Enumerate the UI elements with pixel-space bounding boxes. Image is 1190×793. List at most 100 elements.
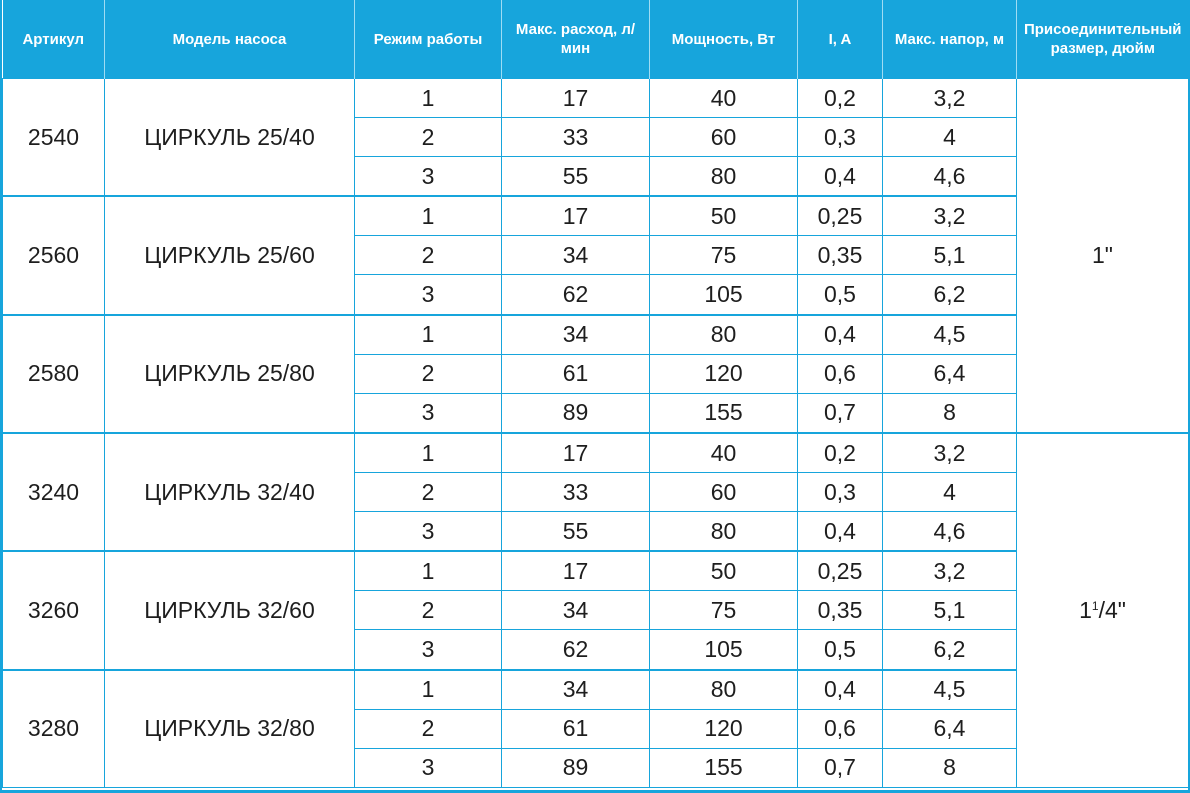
current-cell: 0,4 [797, 313, 883, 355]
mode-cell: 3 [354, 274, 502, 316]
current-cell: 0,4 [797, 668, 883, 710]
flow-cell: 34 [501, 313, 650, 355]
current-cell: 0,3 [797, 472, 883, 513]
current-cell: 0,7 [797, 392, 883, 434]
table-row: 3 55 80 0,4 4,6 [3, 156, 1189, 197]
article-cell: 2540 [2, 78, 105, 197]
model-cell: ЦИРКУЛЬ 32/40 [104, 431, 355, 552]
head-cell: 3,2 [882, 550, 1017, 592]
article-cell: 2560 [2, 195, 105, 316]
head-cell: 8 [882, 392, 1017, 434]
flow-cell: 17 [501, 195, 650, 237]
table-header-row: Артикул Модель насоса Режим работы Макс.… [2, 0, 1189, 79]
power-cell: 80 [649, 511, 798, 552]
flow-cell: 17 [501, 77, 650, 119]
connection-size-cell: 1" [1016, 77, 1189, 434]
head-cell: 3,2 [882, 77, 1017, 119]
mode-cell: 1 [354, 668, 502, 710]
flow-cell: 33 [501, 117, 650, 158]
flow-cell: 89 [501, 392, 650, 434]
head-cell: 4,5 [882, 313, 1017, 355]
table-row: 2580 ЦИРКУЛЬ 25/80 1 34 80 0,4 4,5 [2, 313, 1189, 434]
header-connection: Присоединительный размер, дюйм [1016, 0, 1189, 79]
header-head: Макс. напор, м [882, 0, 1017, 79]
flow-cell: 62 [501, 274, 650, 316]
table-row: 3 62 105 0,5 6,2 [3, 274, 1189, 316]
power-cell: 80 [649, 313, 798, 355]
current-cell: 0,7 [797, 747, 883, 789]
head-cell: 3,2 [882, 195, 1017, 237]
power-cell: 105 [649, 629, 798, 671]
mode-cell: 3 [354, 511, 502, 552]
mode-cell: 1 [354, 313, 502, 355]
model-cell: ЦИРКУЛЬ 32/60 [104, 550, 355, 671]
mode-cell: 1 [354, 77, 502, 119]
model-cell: ЦИРКУЛЬ 32/80 [104, 668, 355, 788]
mode-cell: 1 [354, 431, 502, 474]
head-cell: 5,1 [882, 590, 1017, 631]
connection-size-numerator: 1 [1091, 598, 1099, 613]
header-power: Мощность, Вт [649, 0, 798, 79]
table-row: 2 33 60 0,3 4 [3, 117, 1189, 158]
table-row: 2 33 60 0,3 4 [3, 472, 1189, 513]
head-cell: 5,1 [882, 235, 1017, 276]
mode-cell: 3 [354, 156, 502, 197]
model-cell: ЦИРКУЛЬ 25/80 [104, 313, 355, 434]
head-cell: 6,4 [882, 353, 1017, 394]
article-cell: 2580 [2, 313, 105, 434]
current-cell: 0,25 [797, 195, 883, 237]
flow-cell: 33 [501, 472, 650, 513]
mode-cell: 3 [354, 629, 502, 671]
power-cell: 120 [649, 353, 798, 394]
current-cell: 0,25 [797, 550, 883, 592]
connection-size-denominator: /4" [1098, 596, 1126, 623]
connection-size-whole: 1 [1079, 596, 1092, 623]
current-cell: 0,4 [797, 511, 883, 552]
mode-cell: 1 [354, 195, 502, 237]
head-cell: 4 [882, 472, 1017, 513]
table-row: 3 55 80 0,4 4,6 [3, 511, 1189, 552]
current-cell: 0,4 [797, 156, 883, 197]
header-article: Артикул [2, 0, 105, 79]
article-cell: 3280 [2, 668, 105, 788]
power-cell: 120 [649, 708, 798, 749]
table-row: 3 89 155 0,7 8 [3, 392, 1189, 434]
flow-cell: 34 [501, 668, 650, 710]
head-cell: 8 [882, 747, 1017, 789]
power-cell: 75 [649, 590, 798, 631]
power-cell: 50 [649, 195, 798, 237]
mode-cell: 3 [354, 392, 502, 434]
head-cell: 6,2 [882, 629, 1017, 671]
connection-size-cell: 11/4" [1016, 431, 1189, 788]
header-flow: Макс. расход, л/мин [501, 0, 650, 79]
head-cell: 3,2 [882, 431, 1017, 474]
flow-cell: 61 [501, 708, 650, 749]
power-cell: 105 [649, 274, 798, 316]
mode-cell: 2 [354, 708, 502, 749]
power-cell: 80 [649, 156, 798, 197]
power-cell: 155 [649, 392, 798, 434]
current-cell: 0,3 [797, 117, 883, 158]
table-row: 2 34 75 0,35 5,1 [3, 590, 1189, 631]
current-cell: 0,2 [797, 77, 883, 119]
power-cell: 40 [649, 77, 798, 119]
head-cell: 6,4 [882, 708, 1017, 749]
flow-cell: 17 [501, 431, 650, 474]
head-cell: 4 [882, 117, 1017, 158]
mode-cell: 3 [354, 747, 502, 789]
flow-cell: 55 [501, 511, 650, 552]
flow-cell: 34 [501, 590, 650, 631]
header-mode: Режим работы [354, 0, 502, 79]
flow-cell: 34 [501, 235, 650, 276]
head-cell: 6,2 [882, 274, 1017, 316]
current-cell: 0,6 [797, 353, 883, 394]
table-row: 2560 ЦИРКУЛЬ 25/60 1 17 50 0,25 3,2 [2, 195, 1189, 316]
model-cell: ЦИРКУЛЬ 25/40 [104, 78, 355, 197]
table-row: 2 34 75 0,35 5,1 [3, 235, 1189, 276]
flow-cell: 61 [501, 353, 650, 394]
table-row: 3240 ЦИРКУЛЬ 32/40 1 17 40 0,2 3,2 11/4" [2, 431, 1189, 788]
flow-cell: 17 [501, 550, 650, 592]
power-cell: 75 [649, 235, 798, 276]
